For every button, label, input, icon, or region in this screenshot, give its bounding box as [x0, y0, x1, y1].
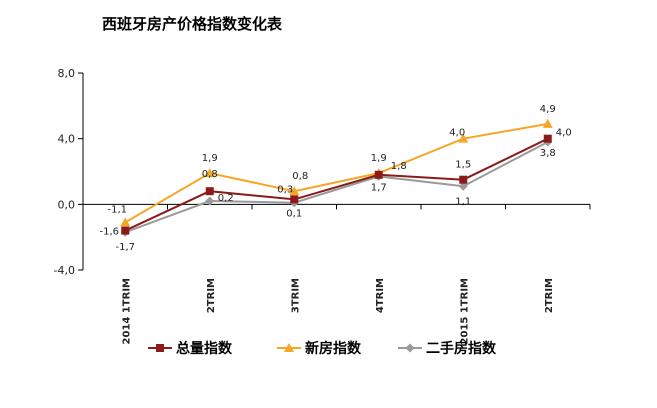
series-line-1: [124, 122, 548, 224]
legend: 总量指数 新房指数 二手房指数: [148, 340, 497, 357]
series-0-point: [374, 170, 383, 179]
legend-marker: [156, 344, 164, 352]
x-tick-label: 2TRIM: [544, 278, 555, 313]
series-2-point: [205, 196, 215, 206]
data-label: -1,7: [115, 242, 135, 253]
series-line-0: [124, 137, 549, 232]
data-label: 1,8: [391, 161, 407, 172]
y-tick-label: -4,0: [54, 264, 75, 277]
series-0-point: [543, 134, 552, 143]
y-tick-label: 0,0: [58, 198, 76, 211]
series-0-point: [205, 187, 214, 196]
legend-label: 总量指数: [176, 340, 233, 357]
series-1-point: [542, 118, 553, 128]
data-label: -1,1: [107, 204, 127, 215]
series-1-point: [120, 217, 131, 227]
data-label: 1,9: [371, 153, 387, 164]
data-label: -1,6: [99, 227, 119, 238]
legend-label: 新房指数: [305, 340, 362, 357]
data-label: 0,3: [277, 184, 293, 195]
series-line-2: [124, 141, 549, 234]
series-0-point: [121, 226, 130, 235]
axes: 8,0 4,0 0,0 -4,0 2014 1TRIM 2TRIM 3TRIM 4TRIM 20…: [54, 67, 591, 345]
legend-label: 二手房指数: [426, 340, 497, 357]
y-tick-label: 4,0: [58, 133, 76, 146]
x-tick-label: 3TRIM: [290, 278, 301, 313]
series-layer: [120, 118, 553, 237]
x-tick-label: 2TRIM: [206, 278, 217, 313]
data-label: 4,0: [449, 128, 465, 139]
data-label: 1,9: [202, 153, 218, 164]
series-1-point: [458, 133, 469, 143]
data-label: 0,2: [218, 193, 234, 204]
y-tick-label: 8,0: [58, 67, 76, 80]
chart-title: 西班牙房产价格指数变化表: [102, 15, 283, 33]
legend-marker: [405, 343, 415, 353]
data-label: 0,8: [202, 169, 218, 180]
series-0-point: [290, 195, 299, 204]
legend-marker: [284, 343, 294, 352]
data-label: 1,7: [371, 182, 387, 193]
data-label: 4,0: [556, 128, 572, 139]
data-label: 1,1: [455, 196, 471, 207]
x-tick-label: 4TRIM: [375, 278, 386, 313]
data-label: 4,9: [540, 104, 556, 115]
data-labels: -1,6 0,8 0,3 1,8 1,5 4,0 -1,1 1,9 0,8 1,9 4,0 4,9 -1…: [99, 104, 571, 253]
series-1-point: [289, 186, 300, 196]
data-label: 0,8: [292, 171, 308, 182]
series-0-point: [459, 175, 468, 184]
x-tick-label: 2015 1TRIM: [459, 278, 470, 345]
data-label: 0,1: [286, 209, 302, 220]
series-1-point: [204, 168, 215, 178]
data-label: 3,8: [540, 148, 556, 159]
data-label: 1,5: [455, 160, 471, 171]
series-2-point: [458, 181, 468, 191]
x-tick-label: 2014 1TRIM: [121, 278, 132, 345]
